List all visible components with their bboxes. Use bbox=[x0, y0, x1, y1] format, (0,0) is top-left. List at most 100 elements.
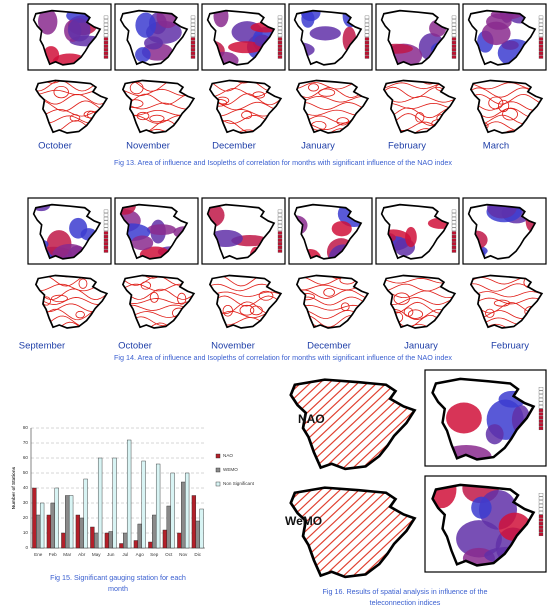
x-tick-label: May bbox=[92, 552, 101, 557]
x-tick-label: Jul bbox=[122, 552, 128, 557]
scale-box bbox=[104, 221, 108, 224]
month-label: November bbox=[211, 341, 255, 352]
scale-box bbox=[104, 30, 108, 33]
scale-box bbox=[539, 420, 543, 423]
scale-box bbox=[191, 30, 195, 33]
x-tick-label: Ago bbox=[136, 552, 145, 557]
scale-box bbox=[278, 48, 282, 51]
index-label: NAO bbox=[298, 412, 325, 426]
scale-box bbox=[539, 529, 543, 532]
scale-box bbox=[104, 37, 108, 40]
y-axis-title: Number of Stations bbox=[11, 466, 16, 509]
scale-box bbox=[104, 242, 108, 245]
x-tick-label: Jun bbox=[107, 552, 115, 557]
scale-box bbox=[539, 405, 543, 408]
bar bbox=[113, 458, 117, 548]
bar bbox=[142, 461, 146, 548]
scale-box bbox=[191, 55, 195, 58]
map bbox=[32, 75, 110, 138]
map bbox=[293, 269, 371, 332]
bar bbox=[105, 533, 109, 548]
scale-box bbox=[278, 246, 282, 249]
scale-box bbox=[278, 30, 282, 33]
bar bbox=[181, 482, 185, 548]
month-label: January bbox=[404, 341, 438, 352]
hatch-line bbox=[194, 480, 303, 582]
bar bbox=[47, 515, 51, 548]
month-label: December bbox=[307, 341, 351, 352]
scale-box bbox=[539, 41, 543, 44]
bar bbox=[167, 506, 171, 548]
index-label: WeMO bbox=[285, 514, 322, 528]
scale-box bbox=[365, 55, 369, 58]
scale-box bbox=[452, 231, 456, 234]
x-tick-label: Feb bbox=[49, 552, 57, 557]
scale-box bbox=[278, 221, 282, 224]
scale-box bbox=[104, 231, 108, 234]
scale-box bbox=[539, 533, 543, 536]
scale-box bbox=[104, 45, 108, 48]
influence-area bbox=[144, 36, 163, 49]
scale-box bbox=[539, 427, 543, 430]
scale-box bbox=[365, 45, 369, 48]
month-label: November bbox=[126, 141, 170, 152]
scale-box bbox=[278, 213, 282, 216]
scale-box bbox=[539, 515, 543, 518]
month-label: January bbox=[301, 141, 335, 152]
influence-area bbox=[147, 224, 176, 235]
influence-area bbox=[131, 236, 153, 251]
bar bbox=[98, 458, 102, 548]
scale-box bbox=[191, 48, 195, 51]
x-tick-label: Dic bbox=[194, 552, 201, 557]
bar bbox=[152, 515, 156, 548]
y-tick-label: 80 bbox=[23, 425, 29, 430]
influence-area bbox=[486, 424, 504, 444]
scale-box bbox=[539, 522, 543, 525]
scale-box bbox=[104, 34, 108, 37]
scale-box bbox=[365, 27, 369, 30]
bar bbox=[76, 515, 80, 548]
month-label: February bbox=[491, 341, 529, 352]
influence-area bbox=[471, 497, 491, 519]
scale-box bbox=[191, 37, 195, 40]
scale-box bbox=[278, 41, 282, 44]
scale-box bbox=[539, 55, 543, 58]
scale-box bbox=[191, 23, 195, 26]
page-canvas: October November December January February Ma… bbox=[0, 0, 549, 611]
scale-box bbox=[104, 27, 108, 30]
bar bbox=[148, 542, 152, 548]
figure-caption: Fig 15. Significant gauging station for … bbox=[50, 573, 186, 582]
scale-box bbox=[452, 34, 456, 37]
map bbox=[293, 77, 371, 138]
hatch-line bbox=[175, 480, 284, 582]
scale-box bbox=[452, 242, 456, 245]
scale-box bbox=[539, 504, 543, 507]
scale-box bbox=[539, 511, 543, 514]
scale-box bbox=[539, 30, 543, 33]
scale-box bbox=[278, 242, 282, 245]
scale-box bbox=[452, 19, 456, 22]
scale-box bbox=[452, 23, 456, 26]
x-tick-label: Ene bbox=[34, 552, 43, 557]
influence-area bbox=[310, 26, 341, 40]
y-tick-label: 40 bbox=[23, 485, 29, 490]
bar bbox=[185, 473, 189, 548]
scale-box bbox=[539, 387, 543, 390]
bar bbox=[94, 533, 98, 548]
bar bbox=[80, 518, 84, 548]
scale-box bbox=[452, 221, 456, 224]
scale-box bbox=[104, 19, 108, 22]
scale-box bbox=[539, 45, 543, 48]
map bbox=[380, 272, 458, 332]
scale-box bbox=[278, 224, 282, 227]
scale-box bbox=[452, 16, 456, 19]
scale-box bbox=[452, 52, 456, 55]
x-tick-label: Sep bbox=[150, 552, 159, 557]
scale-box bbox=[452, 41, 456, 44]
influence-area bbox=[446, 403, 482, 434]
scale-box bbox=[191, 41, 195, 44]
month-label: October bbox=[118, 341, 152, 352]
scale-box bbox=[104, 52, 108, 55]
scale-box bbox=[191, 45, 195, 48]
month-label: December bbox=[212, 141, 256, 152]
